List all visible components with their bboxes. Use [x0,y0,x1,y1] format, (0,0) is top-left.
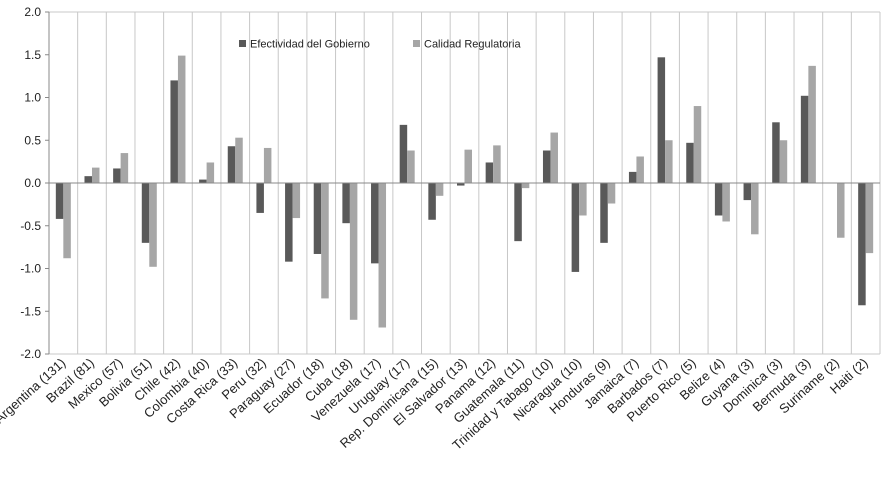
bar-calidad [464,149,472,183]
y-tick-label: 0.5 [24,133,41,147]
bar-calidad [149,183,157,267]
bar-efectividad [800,95,809,183]
bar-efectividad [227,146,236,183]
bar-calidad [493,145,501,183]
bar-efectividad [686,142,694,183]
bar-efectividad [371,183,379,264]
legend-label-efectividad: Efectividad del Gobierno [250,39,370,51]
bar-efectividad [55,183,64,219]
bar-efectividad [628,171,637,183]
y-tick-label: -0.5 [20,219,41,233]
bar-calidad [177,55,186,184]
bar-calidad [607,183,616,204]
y-tick-label: -2.0 [20,347,41,361]
bar-calidad [378,183,387,328]
bar-efectividad [657,57,666,183]
axes [45,11,880,355]
bar-efectividad [199,179,207,183]
bar-efectividad [772,122,780,183]
bar-efectividad [542,150,551,183]
bar-calidad [321,183,329,299]
y-tick-label: 0.0 [24,176,41,190]
y-tick-label: 2.0 [24,5,41,19]
bar-efectividad [743,183,752,201]
bar-efectividad [571,183,580,272]
bar-calidad [636,156,644,183]
legend-label-calidad: Calidad Regulatoria [424,39,521,51]
bar-efectividad [600,183,608,243]
bar-efectividad [170,80,178,183]
bar-calidad [292,183,301,219]
bar-calidad [63,183,71,259]
bar-efectividad [285,183,293,262]
bar-efectividad [256,183,264,213]
bar-efectividad [514,183,522,242]
bar-calidad [693,106,702,183]
legend: Efectividad del Gobierno Calidad Regulat… [239,39,521,51]
bar-efectividad [84,176,92,183]
bar-calidad [837,183,845,238]
bar-efectividad [313,183,322,254]
y-tick-label: -1.5 [20,304,41,318]
bar-efectividad [485,162,494,183]
bar-efectividad [858,183,866,306]
bar-efectividad [113,168,121,183]
bar-calidad [407,150,415,183]
bar-efectividad [342,183,350,224]
legend-swatch-calidad [413,40,420,47]
legend-swatch-efectividad [239,40,246,47]
bar-calidad [263,147,272,183]
bar-calidad [435,183,444,196]
y-tick-label: -1.0 [20,262,41,276]
bar-calidad [349,183,358,320]
bar-calidad [665,140,673,183]
bars [55,55,874,328]
bar-calidad [865,183,874,254]
y-tick-labels: 2.0 1.5 1.0 0.5 0.0 -0.5 -1.0 -1.5 -2.0 [20,5,41,361]
bar-efectividad [141,183,150,243]
y-tick-label: 1.5 [24,48,41,62]
bar-efectividad [399,124,408,183]
y-tick-label: 1.0 [24,91,41,105]
bar-calidad [579,183,587,216]
bar-calidad [206,162,215,183]
bar-calidad [722,183,730,222]
bar-efectividad [457,183,465,186]
bar-efectividad [714,183,723,216]
bar-calidad [779,140,788,183]
bar-calidad [550,132,558,183]
bar-calidad [120,153,129,183]
bar-calidad [521,183,530,189]
bar-calidad [235,137,243,183]
bar-calidad [808,65,816,183]
bar-efectividad [428,183,436,220]
bar-calidad [751,183,759,235]
bar-calidad [91,167,100,183]
x-tick-labels: Argentina (131)Brazil (81)Mexico (57)Bol… [0,355,871,453]
